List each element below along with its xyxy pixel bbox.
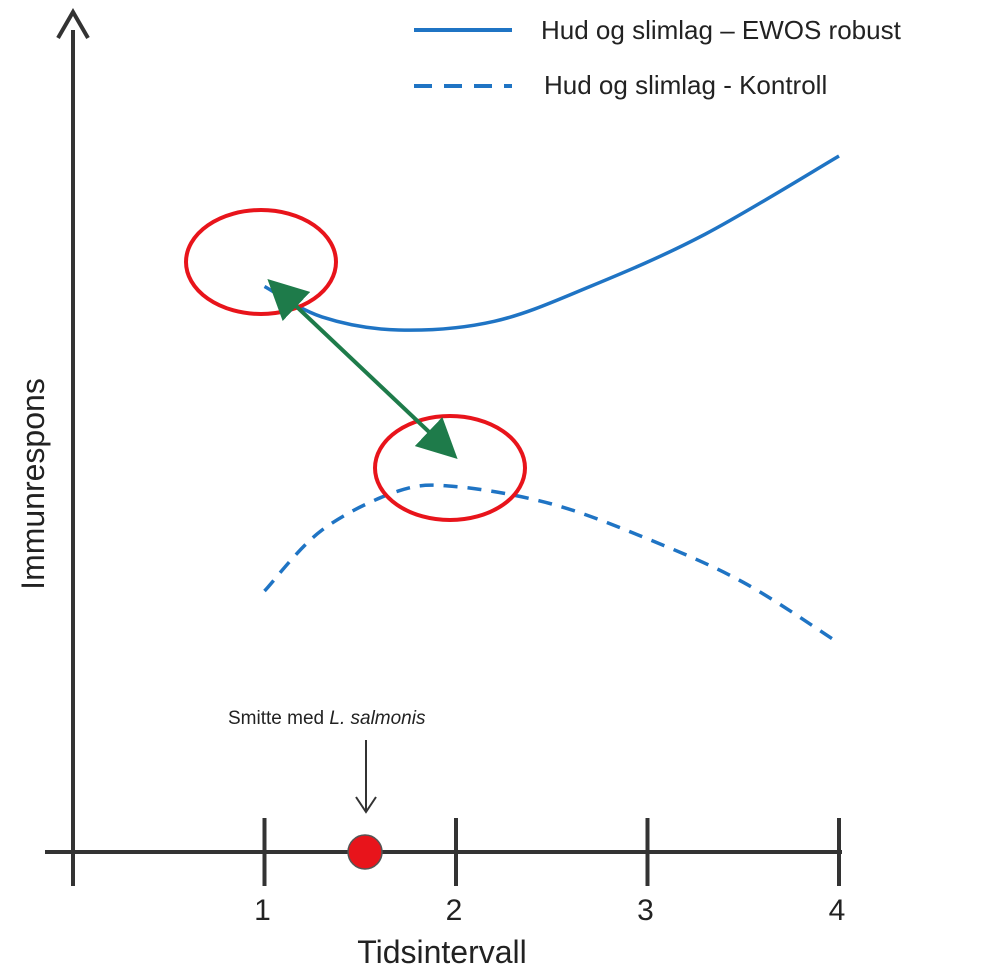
legend-label-kontroll: Hud og slimlag - Kontroll xyxy=(544,70,827,101)
infection-marker xyxy=(348,835,382,869)
highlight-circle-kontroll xyxy=(375,416,525,520)
x-tick-label: 2 xyxy=(446,894,463,927)
series-line-kontroll xyxy=(265,485,840,643)
x-axis-title: Tidsintervall xyxy=(357,934,527,970)
comparison-arrow xyxy=(279,290,446,448)
x-tick-label: 3 xyxy=(637,894,654,927)
legend-label-ewos-robust: Hud og slimlag – EWOS robust xyxy=(541,15,901,46)
y-axis-title: Immunrespons xyxy=(15,378,51,590)
x-tick-label: 4 xyxy=(829,894,846,927)
highlight-circle-ewos xyxy=(186,210,336,314)
x-tick-label: 1 xyxy=(254,894,271,927)
x-ticks: 1 2 3 4 xyxy=(254,818,845,927)
series-line-ewos-robust xyxy=(265,156,840,330)
infection-annotation: Smitte med L. salmonis xyxy=(228,708,426,729)
